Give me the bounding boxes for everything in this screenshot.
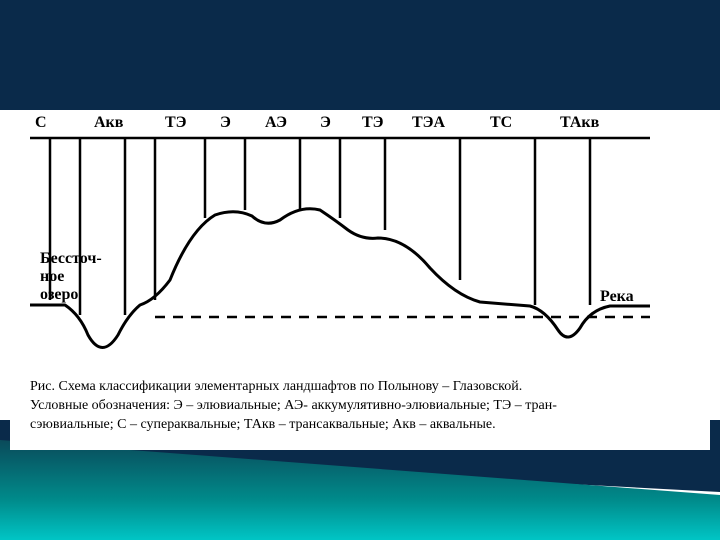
zone-label: ТЭ — [165, 114, 187, 132]
caption-line-1: Рис. Схема классификации элементарных ла… — [30, 378, 690, 397]
diagram-panel: С Акв ТЭ Э АЭ Э ТЭ ТЭА ТС ТАкв Бессточ- ное озеро… — [10, 110, 710, 450]
river-label: Река — [600, 288, 634, 306]
zone-label: Акв — [94, 114, 123, 132]
zone-label: ТАкв — [560, 114, 599, 132]
lake-label: Бессточ- ное озеро — [40, 250, 102, 304]
zone-label: Э — [320, 114, 331, 132]
zone-label: С — [35, 114, 47, 132]
zone-label: Э — [220, 114, 231, 132]
landscape-profile-svg — [10, 110, 710, 370]
caption-line-3: сэювиальные; С – супераквальные; ТАкв – … — [30, 416, 690, 435]
zone-label: ТЭА — [412, 114, 445, 132]
zone-label: АЭ — [265, 114, 287, 132]
slide-bg-top — [0, 0, 720, 110]
zone-label: ТС — [490, 114, 512, 132]
caption-line-2: Условные обозначения: Э – элювиальные; А… — [30, 397, 690, 416]
zone-label: ТЭ — [362, 114, 384, 132]
